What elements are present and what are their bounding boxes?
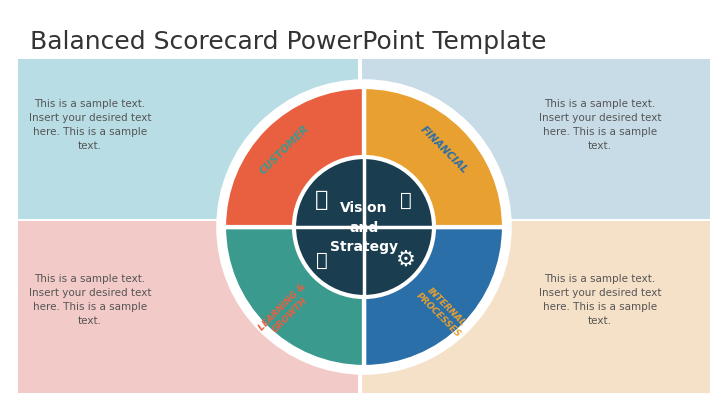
FancyBboxPatch shape (362, 60, 710, 220)
Text: This is a sample text.
Insert your desired text
here. This is a sample
text.: This is a sample text. Insert your desir… (28, 99, 151, 151)
Wedge shape (364, 227, 504, 367)
Text: 👥: 👥 (315, 189, 328, 209)
FancyBboxPatch shape (18, 60, 358, 220)
FancyBboxPatch shape (18, 221, 358, 393)
Text: CUSTOMER: CUSTOMER (258, 123, 311, 176)
Text: Balanced Scorecard PowerPoint Template: Balanced Scorecard PowerPoint Template (30, 30, 547, 54)
Text: 📈: 📈 (316, 250, 328, 269)
Text: FINANCIAL: FINANCIAL (419, 124, 470, 175)
Circle shape (294, 157, 434, 297)
Text: LEARNING &
GROWTH: LEARNING & GROWTH (257, 281, 315, 339)
Text: ⚙: ⚙ (396, 249, 416, 270)
Wedge shape (224, 88, 364, 227)
Text: Vision
and
Strategy: Vision and Strategy (330, 201, 398, 254)
Text: INTERNAL
PROCESSES: INTERNAL PROCESSES (414, 282, 470, 338)
Text: This is a sample text.
Insert your desired text
here. This is a sample
text.: This is a sample text. Insert your desir… (539, 99, 661, 151)
Text: 💰: 💰 (400, 190, 412, 209)
FancyBboxPatch shape (362, 221, 710, 393)
Wedge shape (364, 88, 504, 227)
Text: This is a sample text.
Insert your desired text
here. This is a sample
text.: This is a sample text. Insert your desir… (28, 273, 151, 325)
Text: This is a sample text.
Insert your desired text
here. This is a sample
text.: This is a sample text. Insert your desir… (539, 273, 661, 325)
Wedge shape (224, 227, 364, 367)
Ellipse shape (219, 83, 509, 372)
